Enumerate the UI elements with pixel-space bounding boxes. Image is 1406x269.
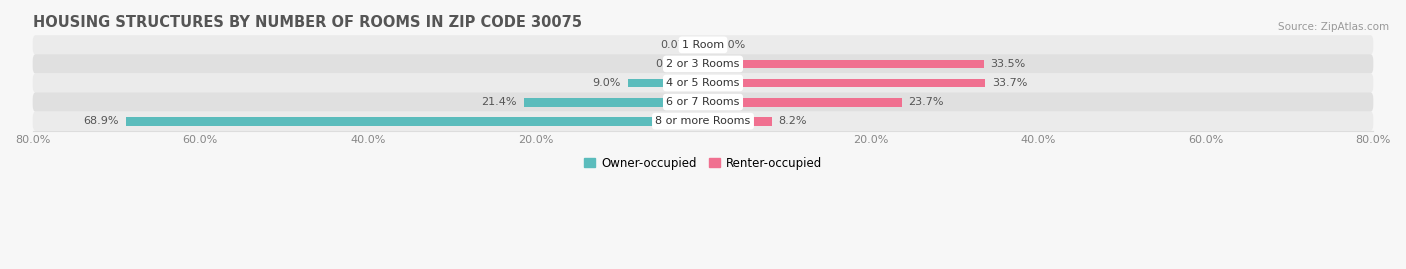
- Bar: [697, 59, 703, 68]
- Text: 8 or more Rooms: 8 or more Rooms: [655, 116, 751, 126]
- FancyBboxPatch shape: [32, 35, 1374, 55]
- Text: 0.07%: 0.07%: [661, 40, 696, 50]
- Text: 6 or 7 Rooms: 6 or 7 Rooms: [666, 97, 740, 107]
- Text: 68.9%: 68.9%: [83, 116, 120, 126]
- Legend: Owner-occupied, Renter-occupied: Owner-occupied, Renter-occupied: [579, 152, 827, 174]
- Bar: [627, 79, 703, 87]
- Bar: [703, 59, 984, 68]
- Text: 33.7%: 33.7%: [993, 78, 1028, 88]
- Bar: [703, 40, 711, 49]
- Text: 1 Room: 1 Room: [682, 40, 724, 50]
- Bar: [703, 98, 901, 107]
- Text: 1.0%: 1.0%: [718, 40, 747, 50]
- Text: 9.0%: 9.0%: [592, 78, 621, 88]
- Text: 21.4%: 21.4%: [481, 97, 517, 107]
- Bar: [703, 79, 986, 87]
- Text: 33.5%: 33.5%: [990, 59, 1025, 69]
- FancyBboxPatch shape: [32, 92, 1374, 112]
- FancyBboxPatch shape: [32, 111, 1374, 131]
- Text: 23.7%: 23.7%: [908, 97, 943, 107]
- Text: 0.68%: 0.68%: [655, 59, 690, 69]
- Text: 2 or 3 Rooms: 2 or 3 Rooms: [666, 59, 740, 69]
- Bar: [125, 117, 703, 126]
- Text: HOUSING STRUCTURES BY NUMBER OF ROOMS IN ZIP CODE 30075: HOUSING STRUCTURES BY NUMBER OF ROOMS IN…: [32, 15, 582, 30]
- Bar: [523, 98, 703, 107]
- Text: 8.2%: 8.2%: [779, 116, 807, 126]
- Text: Source: ZipAtlas.com: Source: ZipAtlas.com: [1278, 22, 1389, 31]
- Bar: [703, 117, 772, 126]
- FancyBboxPatch shape: [32, 73, 1374, 93]
- Text: 4 or 5 Rooms: 4 or 5 Rooms: [666, 78, 740, 88]
- FancyBboxPatch shape: [32, 54, 1374, 74]
